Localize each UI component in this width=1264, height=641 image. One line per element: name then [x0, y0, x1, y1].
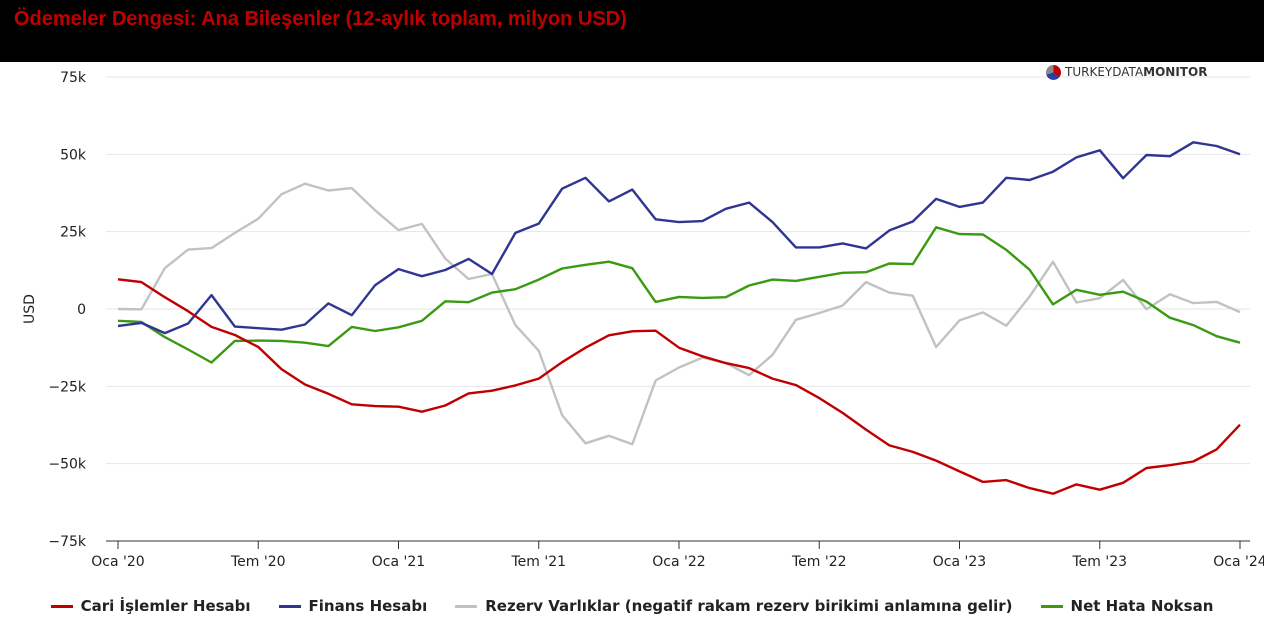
y-tick-label: −25k — [48, 379, 87, 395]
y-tick-label: 75k — [60, 70, 87, 86]
legend-item[interactable]: Rezerv Varlıklar (negatif rakam rezerv b… — [455, 597, 1013, 615]
grid-lines — [106, 76, 1250, 542]
legend-label: Rezerv Varlıklar (negatif rakam rezerv b… — [485, 597, 1013, 615]
x-tick-label: Oca '21 — [372, 554, 425, 570]
x-tick-label: Tem '21 — [510, 554, 566, 570]
series-line-0 — [117, 278, 1241, 495]
x-tick-label: Oca '22 — [652, 554, 705, 570]
chart-legend: Cari İşlemler Hesabı Finans Hesabı Rezerv … — [0, 594, 1264, 618]
legend-swatch — [1040, 604, 1063, 608]
legend-swatch — [278, 604, 301, 608]
series-line-1 — [117, 141, 1241, 335]
x-tick-label: Oca '20 — [91, 554, 144, 570]
legend-label: Finans Hesabı — [308, 597, 428, 615]
x-tick-label: Tem '23 — [1071, 554, 1127, 570]
series-lines — [117, 141, 1241, 495]
y-tick-label: −50k — [48, 457, 87, 473]
legend-item[interactable]: Net Hata Noksan — [1040, 597, 1214, 615]
y-tick-label: 0 — [77, 302, 86, 318]
legend-item[interactable]: Cari İşlemler Hesabı — [50, 597, 251, 615]
globe-icon — [1046, 64, 1061, 80]
x-tick-label: Oca '23 — [933, 554, 986, 570]
y-tick-label: 50k — [60, 147, 87, 163]
legend-swatch — [455, 604, 478, 608]
legend-swatch — [50, 604, 73, 608]
legend-item[interactable]: Finans Hesabı — [278, 597, 428, 615]
legend-label: Cari İşlemler Hesabı — [80, 597, 251, 615]
x-tick-label: Tem '22 — [791, 554, 847, 570]
series-line-3 — [117, 226, 1241, 364]
logo-text: TURKEYDATAMONITOR — [1065, 65, 1208, 79]
x-tick-label: Oca '24 — [1213, 554, 1264, 570]
y-tick-labels: 75k 50k 25k 0 −25k −50k −75k — [48, 70, 87, 550]
y-tick-label: −75k — [48, 534, 87, 550]
series-line-2 — [117, 182, 1241, 446]
y-axis-label: USD — [22, 294, 38, 324]
brand-logo: TURKEYDATAMONITOR — [1046, 62, 1207, 82]
y-tick-label: 25k — [60, 225, 87, 241]
legend-label: Net Hata Noksan — [1070, 597, 1214, 615]
chart-title: Ödemeler Dengesi: Ana Bileşenler (12-ayl… — [14, 8, 627, 30]
header-bar: Ödemeler Dengesi: Ana Bileşenler (12-ayl… — [0, 0, 1264, 62]
x-tick-label: Tem '20 — [230, 554, 286, 570]
x-tick-labels: Oca '20 Tem '20 Oca '21 Tem '21 Oca '22 Tem '… — [91, 541, 1264, 570]
